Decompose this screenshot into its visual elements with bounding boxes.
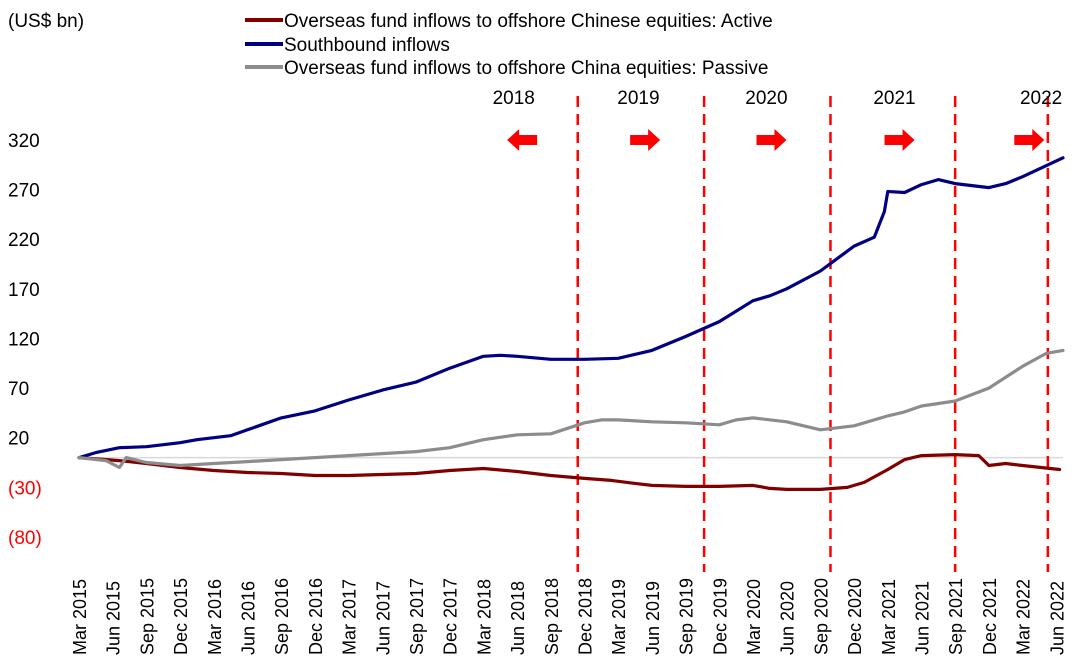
x-tick-label: Jun 2022 bbox=[1047, 581, 1067, 655]
series-line-southbound bbox=[77, 156, 1065, 460]
x-tick-label: Sep 2021 bbox=[946, 578, 966, 655]
y-tick-label: (80) bbox=[8, 528, 42, 549]
x-tick-label: Mar 2018 bbox=[474, 579, 494, 655]
y-tick-label: 170 bbox=[8, 280, 40, 301]
x-axis: Mar 2015 Jun 2015 Sep 2015 Dec 2015 Mar 2016… bbox=[70, 578, 1067, 655]
x-tick-label: Dec 2019 bbox=[710, 578, 730, 655]
x-tick-label: Jun 2015 bbox=[104, 581, 124, 655]
arrow-left-icon bbox=[507, 129, 538, 151]
x-tick-label: Dec 2016 bbox=[306, 578, 326, 655]
x-tick-label: Dec 2015 bbox=[171, 578, 191, 655]
year-label: 2021 bbox=[873, 88, 915, 109]
x-tick-label: Jun 2019 bbox=[643, 581, 663, 655]
year-label: 2018 bbox=[493, 88, 535, 109]
y-axis: 320 270 220 170 120 70 20 (30) (80) bbox=[8, 131, 42, 549]
arrow-right-icon bbox=[756, 129, 787, 151]
arrow-right-icon bbox=[1014, 129, 1045, 151]
legend-label-passive: Overseas fund inflows to offshore China … bbox=[284, 58, 768, 79]
x-tick-label: Jun 2016 bbox=[238, 581, 258, 655]
x-tick-label: Jun 2017 bbox=[373, 581, 393, 655]
year-label: 2019 bbox=[617, 88, 659, 109]
legend-label-southbound: Southbound inflows bbox=[284, 35, 450, 56]
y-unit-label: (US$ bn) bbox=[8, 11, 84, 32]
series-line-active bbox=[77, 453, 1062, 491]
x-tick-label: Jun 2020 bbox=[778, 581, 798, 655]
legend: Overseas fund inflows to offshore Chines… bbox=[245, 11, 773, 79]
x-tick-label: Jun 2018 bbox=[508, 581, 528, 655]
x-tick-label: Mar 2019 bbox=[609, 579, 629, 655]
x-tick-label: Dec 2018 bbox=[575, 578, 595, 655]
legend-label-active: Overseas fund inflows to offshore Chines… bbox=[284, 11, 773, 32]
x-tick-label: Sep 2015 bbox=[137, 578, 157, 655]
x-tick-label: Sep 2018 bbox=[542, 578, 562, 655]
x-tick-label: Mar 2016 bbox=[205, 579, 225, 655]
x-tick-label: Mar 2022 bbox=[1014, 579, 1034, 655]
x-tick-label: Jun 2021 bbox=[912, 581, 932, 655]
y-tick-label: 20 bbox=[8, 429, 29, 450]
y-tick-label: 220 bbox=[8, 230, 40, 251]
x-tick-label: Mar 2015 bbox=[70, 579, 90, 655]
y-tick-label: (30) bbox=[8, 478, 42, 499]
y-tick-label: 270 bbox=[8, 181, 40, 202]
series-line-passive bbox=[77, 348, 1065, 470]
arrow-right-icon bbox=[630, 129, 661, 151]
y-tick-label: 70 bbox=[8, 379, 29, 400]
year-label: 2020 bbox=[745, 88, 787, 109]
series-lines bbox=[77, 156, 1065, 491]
y-tick-label: 320 bbox=[8, 131, 40, 152]
x-tick-label: Dec 2021 bbox=[980, 578, 1000, 655]
year-label: 2022 bbox=[1020, 88, 1062, 109]
x-tick-label: Dec 2020 bbox=[845, 578, 865, 655]
x-tick-label: Sep 2017 bbox=[407, 578, 427, 655]
x-tick-label: Sep 2019 bbox=[677, 578, 697, 655]
x-tick-label: Sep 2020 bbox=[811, 578, 831, 655]
y-tick-label: 120 bbox=[8, 329, 40, 350]
x-tick-label: Mar 2020 bbox=[744, 579, 764, 655]
x-tick-label: Mar 2017 bbox=[340, 579, 360, 655]
x-tick-label: Dec 2017 bbox=[441, 578, 461, 655]
year-markers: 2018 2019 2020 2021 2022 bbox=[493, 88, 1062, 572]
x-tick-label: Sep 2016 bbox=[272, 578, 292, 655]
arrow-right-icon bbox=[884, 129, 915, 151]
x-tick-label: Mar 2021 bbox=[879, 579, 899, 655]
